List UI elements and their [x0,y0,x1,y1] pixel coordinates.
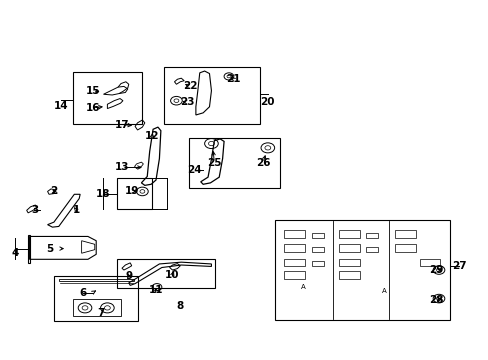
Bar [117,259,215,288]
Bar [339,258,359,266]
Text: 25: 25 [207,158,221,168]
Text: 14: 14 [53,101,68,111]
Text: 1: 1 [73,205,80,215]
Text: 7: 7 [97,308,104,318]
Text: 9: 9 [125,271,132,282]
Bar [284,271,304,279]
Text: 13: 13 [115,162,129,172]
Bar [339,244,359,252]
Text: A: A [382,288,386,294]
Text: 21: 21 [226,74,241,84]
Bar [311,247,323,252]
Text: 18: 18 [96,189,110,199]
Text: 29: 29 [428,265,443,275]
Text: 24: 24 [187,165,202,175]
Text: 15: 15 [85,86,100,96]
Text: 8: 8 [176,301,183,311]
Text: 5: 5 [46,244,54,253]
Bar [366,233,377,238]
Text: 2: 2 [50,186,58,196]
Text: A: A [300,284,305,290]
Text: 27: 27 [451,261,466,271]
Bar [339,230,359,238]
Text: 11: 11 [148,285,163,295]
Bar [366,247,377,252]
Bar [274,220,449,320]
Text: 28: 28 [428,295,443,305]
Bar [419,258,439,266]
Text: 20: 20 [260,97,275,107]
Text: 22: 22 [183,81,197,91]
Text: 16: 16 [85,103,100,113]
Bar [164,67,260,123]
Bar [339,271,359,279]
Bar [394,230,415,238]
Bar [284,258,304,266]
Text: 19: 19 [124,186,139,197]
Bar [188,138,279,188]
Bar [73,72,142,123]
Text: 3: 3 [31,205,38,215]
Bar [311,233,323,238]
Bar [284,244,304,252]
Text: 12: 12 [144,131,159,141]
Text: 26: 26 [255,158,270,168]
Text: 10: 10 [165,270,180,280]
Bar [311,261,323,266]
Bar [73,299,121,316]
Bar [284,230,304,238]
Text: 4: 4 [11,248,19,258]
Text: 23: 23 [180,97,194,107]
Bar [394,244,415,252]
Text: 6: 6 [79,288,86,297]
Text: 17: 17 [114,120,129,130]
Bar [54,276,137,321]
